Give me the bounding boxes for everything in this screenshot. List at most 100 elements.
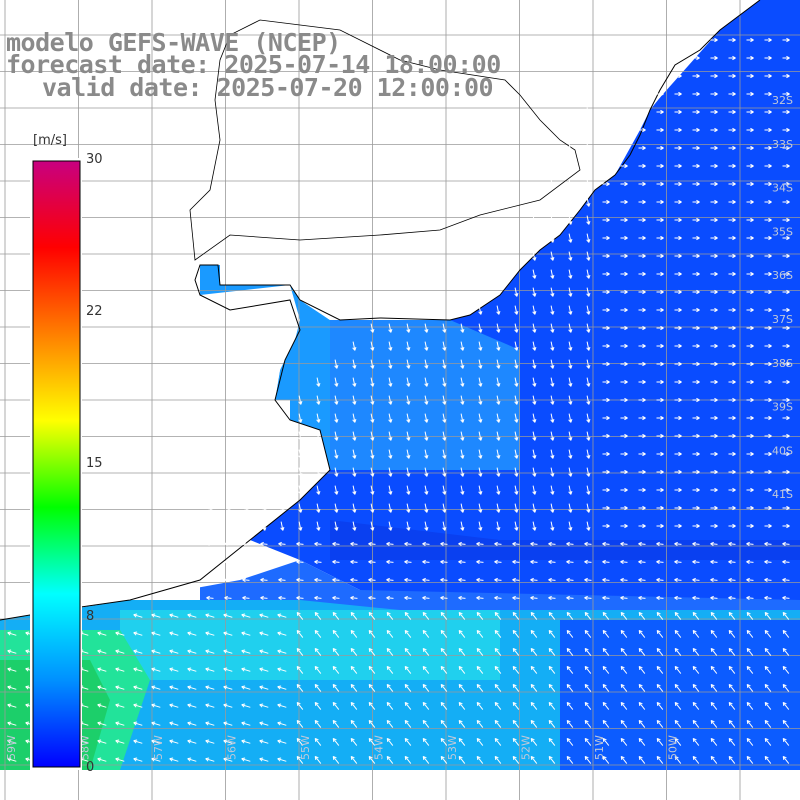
wind-arrow: [764, 612, 772, 620]
wind-arrow: [422, 666, 430, 674]
wind-arrow: [476, 612, 484, 620]
lat-label: 38S: [772, 357, 793, 370]
wind-arrow: [404, 666, 412, 674]
wind-arrow: [764, 595, 772, 601]
wind-arrow: [674, 595, 682, 601]
wind-arrow: [7, 649, 17, 654]
wind-arrow: [568, 287, 573, 297]
wind-arrow: [710, 451, 718, 457]
wind-arrow: [764, 720, 772, 728]
wind-arrow: [566, 702, 574, 710]
wind-arrow: [568, 161, 573, 171]
wind-arrow: [532, 467, 537, 477]
wind-arrow: [746, 253, 754, 259]
wind-arrow: [532, 395, 537, 405]
wind-arrow: [386, 612, 394, 620]
wind-arrow: [298, 467, 303, 477]
wind-arrow: [530, 666, 538, 674]
wind-arrow: [532, 323, 537, 333]
wind-arrow: [620, 235, 628, 241]
wind-arrow: [388, 341, 393, 351]
wind-arrow: [205, 631, 215, 636]
wind-arrow: [259, 739, 269, 744]
wind-arrow: [205, 703, 215, 708]
wind-arrow: [586, 449, 591, 459]
wind-arrow: [424, 485, 429, 495]
wind-region: [330, 520, 800, 560]
wind-arrow: [566, 756, 574, 764]
wind-arrow: [746, 163, 754, 169]
wind-arrow: [494, 630, 502, 638]
wind-arrow: [314, 612, 322, 620]
wind-arrow: [352, 521, 357, 531]
wind-arrow: [728, 541, 736, 547]
wind-arrow: [692, 451, 700, 457]
wind-arrow: [187, 685, 197, 690]
wind-arrow: [97, 739, 107, 744]
wind-arrow: [746, 469, 754, 475]
wind-arrow: [259, 631, 269, 636]
wind-arrow: [187, 631, 197, 636]
wind-arrow: [205, 649, 215, 654]
wind-arrow: [494, 702, 502, 710]
wind-arrow: [746, 361, 754, 367]
wind-arrow: [764, 55, 772, 61]
wind-arrow: [7, 667, 17, 672]
lat-label: 33S: [772, 138, 793, 151]
wind-arrow: [692, 199, 700, 205]
wind-arrow: [674, 577, 682, 583]
wind-arrow: [764, 37, 772, 43]
wind-arrow: [296, 612, 304, 620]
wind-arrow: [496, 305, 501, 315]
wind-arrow: [746, 289, 754, 295]
wind-arrow: [332, 541, 340, 547]
wind-arrow: [442, 413, 447, 423]
wind-arrow: [259, 649, 269, 654]
wind-arrow: [782, 559, 790, 565]
wind-arrow: [7, 631, 17, 636]
wind-arrow: [782, 199, 790, 205]
wind-arrow: [460, 431, 465, 441]
wind-arrow: [586, 107, 591, 117]
wind-arrow: [602, 451, 610, 457]
wind-arrow: [674, 271, 682, 277]
wind-arrow: [278, 595, 286, 601]
wind-arrow: [404, 541, 412, 547]
wind-arrow: [692, 666, 700, 674]
wind-arrow: [656, 612, 664, 620]
wind-arrow: [424, 431, 429, 441]
wind-arrow: [530, 702, 538, 710]
wind-arrow: [728, 487, 736, 493]
wind-arrow: [262, 521, 267, 531]
wind-arrow: [782, 505, 790, 511]
wind-arrow: [710, 541, 718, 547]
wind-arrow: [404, 595, 412, 601]
wind-arrow: [298, 485, 303, 495]
wind-arrow: [602, 666, 610, 674]
wind-arrow: [296, 738, 304, 746]
lat-label: 41S: [772, 488, 793, 501]
wind-arrow: [7, 703, 17, 708]
wind-arrow: [710, 253, 718, 259]
wind-arrow: [782, 307, 790, 313]
wind-arrow: [692, 595, 700, 601]
wind-arrow: [602, 577, 610, 583]
wind-arrow: [674, 289, 682, 295]
wind-arrow: [550, 287, 555, 297]
wind-arrow: [97, 721, 107, 726]
wind-arrow: [223, 649, 233, 654]
wind-arrow: [151, 757, 161, 762]
wind-arrow: [586, 341, 591, 351]
wind-arrow: [728, 738, 736, 746]
wind-arrow: [674, 379, 682, 385]
wind-arrow: [764, 433, 772, 439]
wind-arrow: [97, 649, 107, 654]
wind-arrow: [692, 505, 700, 511]
wind-arrow: [512, 702, 520, 710]
wind-arrow: [710, 397, 718, 403]
lon-label: 50W: [667, 735, 680, 760]
wind-arrow: [368, 666, 376, 674]
wind-arrow: [280, 521, 285, 531]
wind-arrow: [602, 415, 610, 421]
wind-arrow: [424, 359, 429, 369]
